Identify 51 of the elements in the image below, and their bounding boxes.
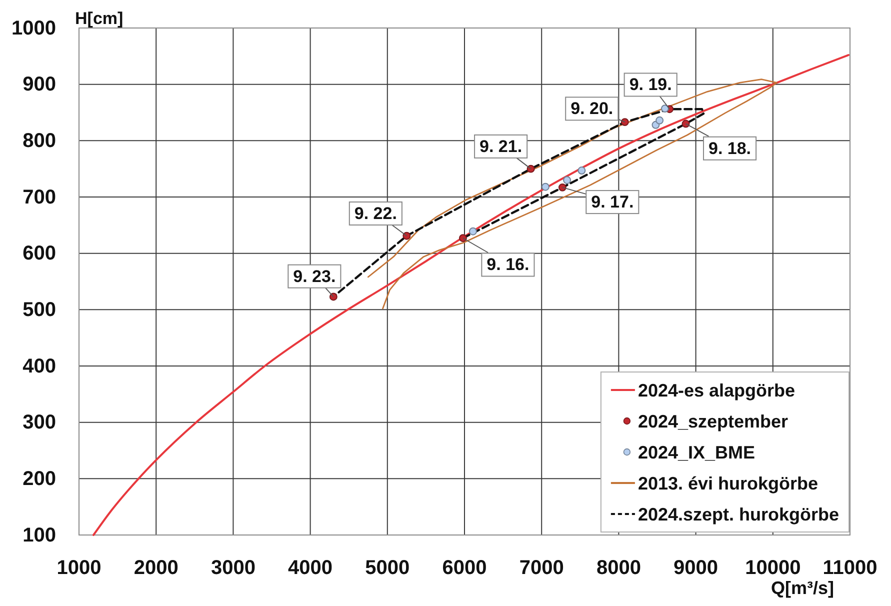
annotation: 9. 17. [591, 192, 634, 212]
point [660, 104, 669, 113]
annotation: 9. 16. [486, 255, 530, 274]
annotation: 9. 20. [570, 99, 614, 118]
line-series [92, 54, 850, 536]
x-tick-label: 10000 [745, 557, 801, 580]
y-tick-label: 900 [22, 74, 56, 96]
point [541, 182, 550, 191]
legend-label: 2024_IX_BME [638, 442, 756, 462]
y-axis-title: H[cm] [75, 9, 124, 28]
legend-label: 2013. évi hurokgörbe [638, 473, 818, 494]
x-tick-label: 8000 [596, 557, 641, 580]
annotation: 9. 18. [708, 138, 752, 158]
y-tick-label: 1000 [12, 17, 56, 40]
x-tick-label: 2000 [134, 557, 178, 580]
point [402, 232, 411, 240]
point [558, 183, 566, 192]
y-tick-label: 600 [22, 242, 56, 265]
legend-label: 2024-es alapgörbe [638, 380, 796, 400]
x-axis-title: Q[m³/s] [771, 578, 834, 598]
point [458, 234, 467, 242]
point [682, 120, 690, 128]
x-tick-label: 7000 [519, 557, 564, 580]
annotation: 9. 23. [293, 266, 336, 286]
point [526, 164, 535, 173]
annotation: 9. 22. [354, 204, 397, 223]
y-tick-label: 200 [22, 468, 56, 490]
point [469, 227, 477, 236]
y-tick-label: 400 [22, 355, 56, 378]
x-tick-label: 1000 [56, 557, 102, 580]
line-series [367, 78, 778, 310]
x-tick-label: 3000 [210, 557, 256, 580]
x-tick-label: 4000 [288, 557, 333, 580]
point [620, 118, 629, 126]
point [329, 292, 338, 301]
y-tick-label: 100 [22, 524, 56, 546]
x-tick-label: 6000 [442, 557, 487, 580]
x-tick-label: 5000 [365, 557, 410, 580]
annotation: 9. 21. [480, 136, 522, 156]
x-tick-label: 11000 [822, 557, 878, 580]
point [563, 176, 572, 184]
legend-label: 2024_szeptember [638, 411, 788, 432]
y-tick-label: 300 [22, 412, 56, 434]
y-tick-label: 500 [22, 299, 56, 322]
annotation: 9. 19. [629, 75, 672, 94]
x-tick-label: 9000 [674, 557, 718, 580]
point [656, 116, 664, 124]
legend-label: 2024.szept. hurokgörbe [638, 504, 839, 524]
y-tick-label: 700 [22, 186, 56, 208]
y-tick-label: 800 [22, 130, 56, 152]
point [578, 166, 586, 174]
